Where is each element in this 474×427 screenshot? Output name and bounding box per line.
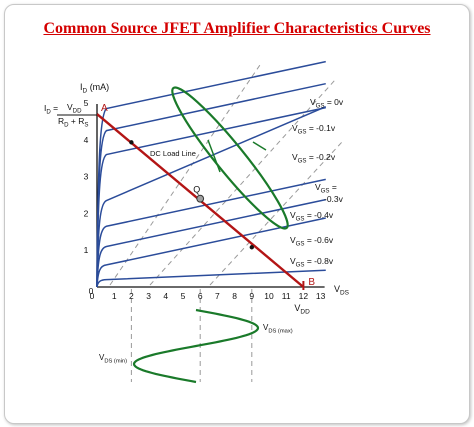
point-a-label: A	[101, 103, 108, 114]
q-point-label: Q	[193, 185, 200, 195]
curve-label-vgs: VGS = 0v	[310, 97, 344, 110]
x-tick-label: 4	[163, 291, 168, 301]
signal-tick	[207, 139, 221, 173]
y-tick-label: 5	[84, 98, 89, 108]
intersection-point	[129, 140, 134, 145]
guide-dashed-line	[149, 79, 336, 286]
x-tick-label: 13	[316, 291, 326, 301]
x-tick-label: 10	[264, 291, 274, 301]
x-tick-label: 7	[215, 291, 220, 301]
y-axis-label: ID (mA)	[80, 82, 109, 95]
y-tick-label: 3	[84, 172, 89, 182]
x-tick-label: 1	[112, 291, 117, 301]
x-tick-label: 5	[181, 291, 186, 301]
q-point-marker	[196, 194, 205, 203]
origin-tick-label: 0	[89, 286, 94, 296]
characteristic-curve	[96, 178, 326, 288]
guide-dashed-line	[109, 61, 263, 286]
input-signal-ellipse	[171, 86, 289, 230]
id-formula-denominator: RD + RS	[58, 116, 88, 129]
signal-tick	[252, 141, 267, 151]
curve-label-vgs: VGS = -0.8v	[290, 256, 334, 269]
x-tick-label: 0	[90, 291, 95, 301]
intersection-point	[249, 245, 254, 250]
point-b-label: B	[308, 277, 315, 288]
characteristic-curve	[96, 269, 326, 288]
curve-label-vgs: VGS =	[315, 182, 337, 195]
curve-label-vgs: VGS = -0.4v	[290, 210, 334, 223]
dc-load-line-label: DC Load Line	[150, 149, 196, 158]
x-tick-label: 2	[129, 291, 134, 301]
id-formula-lhs: ID =	[44, 103, 58, 116]
vds-max-label: VDS (max)	[263, 323, 293, 335]
curve-label-vgs-value: -0.3v	[324, 194, 344, 204]
x-tick-label: 9	[249, 291, 254, 301]
x-tick-label: 11	[282, 291, 291, 301]
y-tick-label: 2	[84, 208, 89, 218]
vdd-label: VDD	[294, 303, 310, 316]
x-tick-label: 6	[198, 291, 203, 301]
figure-frame	[4, 4, 470, 424]
vds-min-label: VDS (min)	[99, 353, 127, 365]
x-tick-label: 12	[299, 291, 309, 301]
curve-label-vgs: VGS = -0.2v	[292, 152, 336, 165]
x-tick-label: 3	[146, 291, 151, 301]
characteristic-curve	[96, 217, 326, 288]
id-formula-numerator: VDD	[67, 102, 82, 115]
output-signal-wave	[132, 308, 260, 384]
x-axis-label: VDS	[334, 284, 350, 297]
guide-dashed-line	[209, 141, 343, 286]
figure-title: Common Source JFET Amplifier Characteris…	[43, 20, 431, 37]
curve-label-vgs: VGS = -0.1v	[292, 123, 336, 136]
x-tick-label: 8	[232, 291, 237, 301]
curve-label-vgs: VGS = -0.6v	[290, 235, 334, 248]
y-tick-label: 1	[84, 245, 89, 255]
y-tick-label: 4	[84, 135, 89, 145]
